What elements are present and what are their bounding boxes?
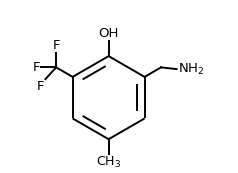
Text: NH$_2$: NH$_2$ [178, 62, 204, 77]
Text: CH$_3$: CH$_3$ [96, 155, 121, 170]
Text: F: F [52, 39, 60, 52]
Text: F: F [37, 80, 45, 93]
Text: F: F [33, 61, 40, 74]
Text: OH: OH [99, 27, 119, 40]
